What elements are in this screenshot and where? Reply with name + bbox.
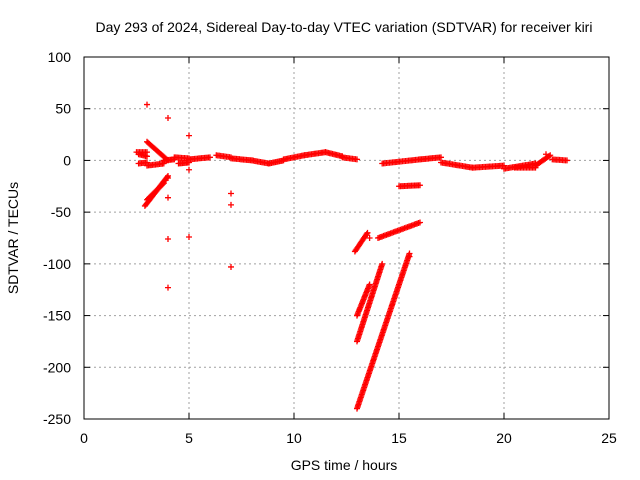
x-tick-label: 0 — [80, 430, 88, 446]
data-point — [159, 181, 166, 188]
data-point — [207, 154, 213, 161]
y-tick-labels: 100 50 0 -50 -100 -150 -200 -250 — [43, 49, 71, 427]
data-point — [379, 260, 386, 267]
x-tick-label: 5 — [185, 430, 193, 446]
x-tick-label: 15 — [391, 430, 407, 446]
data-point — [354, 156, 360, 163]
data-point — [186, 233, 192, 240]
x-tick-label: 20 — [496, 430, 512, 446]
data-point — [228, 201, 234, 208]
data-point — [363, 231, 370, 238]
y-tick-label: 50 — [55, 101, 71, 117]
data-markers — [133, 101, 570, 412]
data-point — [228, 190, 234, 197]
data-point — [186, 132, 192, 139]
data-point — [165, 194, 171, 201]
data-point — [144, 153, 150, 160]
data-point — [165, 175, 171, 182]
data-point — [165, 284, 171, 291]
data-point — [532, 164, 539, 171]
y-tick-label: -100 — [43, 256, 71, 272]
y-tick-label: -50 — [51, 204, 71, 220]
data-point — [228, 263, 234, 270]
y-tick-label: 0 — [63, 152, 71, 168]
data-point — [165, 115, 171, 122]
data-point — [366, 235, 373, 241]
data-point — [144, 101, 150, 108]
data-point — [160, 180, 167, 187]
x-axis-label: GPS time / hours — [291, 457, 398, 473]
y-tick-label: 100 — [48, 49, 72, 65]
data-point — [366, 281, 373, 288]
plot-frame — [83, 56, 610, 420]
data-point — [547, 152, 554, 159]
x-tick-labels: 0 5 10 15 20 25 — [80, 430, 617, 446]
data-point — [406, 253, 413, 260]
data-point — [564, 157, 570, 164]
data-point — [543, 151, 549, 158]
data-point — [364, 229, 371, 236]
chart-title: Day 293 of 2024, Sidereal Day-to-day VTE… — [96, 19, 593, 35]
data-point — [164, 174, 171, 181]
y-tick-label: -200 — [43, 359, 71, 375]
y-tick-label: -150 — [43, 308, 71, 324]
data-point — [417, 182, 423, 189]
y-axis-label: SDTVAR / TECUs — [5, 182, 21, 294]
data-point — [417, 219, 423, 226]
x-tick-label: 10 — [286, 430, 302, 446]
grid — [84, 57, 609, 419]
axis-ticks — [83, 56, 610, 420]
data-point — [438, 154, 444, 161]
y-tick-label: -250 — [43, 411, 71, 427]
data-point — [165, 236, 171, 243]
data-point — [186, 166, 192, 173]
x-tick-label: 25 — [601, 430, 617, 446]
